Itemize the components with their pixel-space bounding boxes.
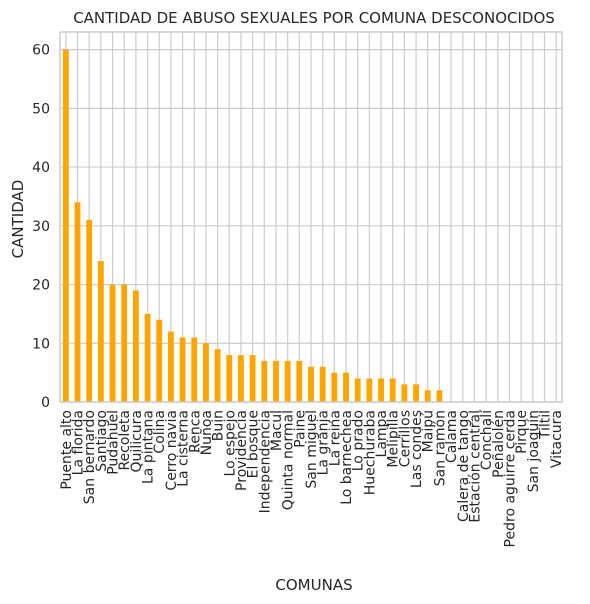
x-tick-label: Macul [269, 410, 285, 451]
bar [109, 284, 116, 402]
bar [343, 372, 349, 402]
x-tick-label: Pedro aguirre cerda [502, 410, 518, 547]
x-tick-label: Vitacura [549, 410, 565, 468]
x-tick-label: Recoleta [117, 410, 133, 471]
bar [97, 261, 104, 402]
x-tick-label: Lampa [374, 410, 390, 457]
x-tick-label: San bernardo [82, 410, 98, 504]
x-tick-label: Calera de tango [456, 410, 472, 522]
bar [331, 372, 338, 402]
y-tick-label: 20 [32, 278, 50, 294]
bar [249, 355, 256, 402]
bar [144, 313, 151, 402]
bar [401, 384, 408, 402]
bar [156, 319, 163, 402]
x-tick-label: Pudahuel [106, 410, 122, 475]
x-tick-label: Melipilla [386, 410, 402, 468]
bar [436, 390, 443, 402]
x-tick-label: San ramón [432, 410, 448, 486]
y-tick-label: 50 [32, 101, 50, 117]
bar [86, 219, 93, 402]
y-tick-label: 60 [32, 43, 50, 59]
x-tick-label: Quilicura [129, 410, 145, 472]
x-tick-label: Santiago [94, 410, 110, 472]
x-tick-label: Estación central [467, 410, 483, 523]
x-tick-label: La reina [327, 410, 343, 466]
bar [378, 378, 384, 402]
y-tick-label: 10 [32, 336, 50, 352]
x-tick-label: Peñalolén [491, 410, 507, 478]
x-tick-label: Lo barnechea [339, 410, 355, 505]
bar [354, 378, 361, 402]
bar [261, 360, 268, 402]
bar [167, 331, 174, 402]
x-tick-label: San joaquín [526, 410, 542, 492]
bar [214, 349, 221, 402]
bar [273, 360, 279, 402]
bar [238, 355, 244, 402]
x-tick-label: Colina [152, 410, 168, 454]
x-tick-label: Paine [292, 410, 308, 448]
bar [296, 360, 303, 402]
x-tick-label: Lo prado [351, 410, 367, 471]
bar [284, 360, 291, 402]
x-tick-label: Providencia [234, 410, 250, 491]
bar [121, 284, 128, 402]
bar [226, 355, 233, 402]
x-axis-label: COMUNAS [275, 576, 352, 594]
bar [132, 290, 139, 402]
x-tick-label: San miguel [304, 410, 320, 489]
x-tick-label: Las condes [409, 410, 425, 488]
y-axis-label: CANTIDAD [9, 180, 27, 259]
x-tick-label: La florida [71, 410, 87, 475]
x-tick-label: Cerro navia [164, 410, 180, 491]
y-tick-label: 30 [32, 219, 50, 235]
x-tick-label: Conchalí [479, 409, 495, 470]
chart-title: CANTIDAD DE ABUSO SEXUALES POR COMUNA DE… [73, 9, 555, 27]
x-tick-label: Ñuñoa [198, 410, 215, 455]
x-tick-label: Puente alto [59, 410, 75, 490]
bar [413, 384, 419, 402]
x-tick-label: Renca [187, 410, 203, 453]
bars [62, 49, 443, 402]
bar [308, 366, 314, 402]
x-tick-label: Independencia [257, 410, 273, 513]
x-tick-label: Tiltil [537, 410, 553, 440]
x-tick-label: La granja [316, 410, 332, 475]
bar [179, 337, 186, 402]
x-tick-label: Quinta normal [281, 410, 297, 510]
bar [203, 343, 209, 402]
x-tick-label: Cerrillos [397, 410, 413, 467]
x-tick-label: La pintana [141, 410, 157, 484]
plot-frame [59, 31, 563, 403]
bar [191, 337, 198, 402]
bar [366, 378, 373, 402]
x-tick-label: Pirque [514, 410, 530, 454]
bar [319, 366, 326, 402]
bar [62, 49, 69, 402]
x-tick-label: Calama [444, 410, 460, 463]
y-tick-label: 0 [41, 395, 50, 411]
x-tick-label: Huechuraba [362, 410, 378, 495]
x-tick-label: El bosque [246, 410, 262, 478]
x-tick-label: La cisterna [176, 410, 192, 487]
bar [424, 390, 431, 402]
x-tick-label: Buin [211, 410, 227, 441]
bar [74, 202, 81, 402]
y-tick-label: 40 [32, 160, 50, 176]
x-tick-label: Lo espejo [222, 410, 238, 476]
y-tick-labels: 0 10 20 30 40 50 60 [32, 43, 50, 411]
x-tick-label: Maipú [421, 410, 437, 452]
bar [389, 378, 396, 402]
